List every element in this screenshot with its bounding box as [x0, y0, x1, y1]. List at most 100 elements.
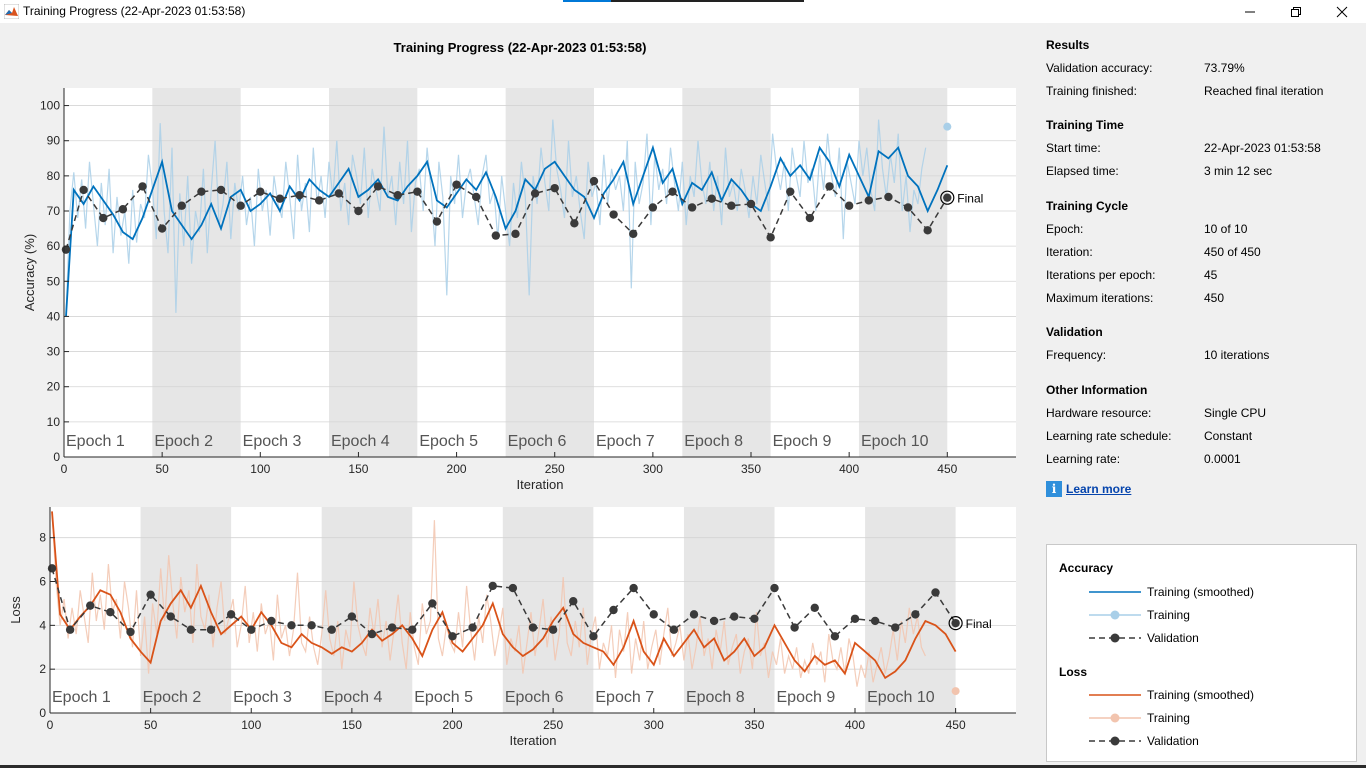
acc-validation-point [825, 182, 834, 191]
legend-acc-training-symbol [1089, 610, 1141, 620]
training-time-heading: Training Time [1046, 118, 1124, 132]
restore-button[interactable] [1273, 0, 1319, 23]
loss-training-final-point [951, 687, 960, 696]
acc-validation-point [589, 176, 599, 186]
acc-validation-point [864, 196, 873, 205]
acc-training-raw-line [65, 119, 927, 317]
acc-y-tick-label: 90 [47, 134, 61, 148]
loss-validation-point [448, 632, 457, 641]
loss-epoch-band [140, 507, 232, 713]
loss-epoch-label: Epoch 3 [233, 689, 292, 706]
training-finished-label: Training finished: [1046, 84, 1137, 98]
loss-epoch-label: Epoch 10 [867, 689, 935, 706]
loss-validation-point [126, 627, 135, 637]
acc-validation-point [903, 203, 913, 212]
acc-y-tick-label: 50 [47, 274, 61, 288]
minimize-button[interactable] [1227, 0, 1273, 23]
loss-validation-point [629, 583, 638, 593]
acc-validation-point [138, 182, 147, 191]
acc-training-smoothed-line [65, 144, 949, 317]
close-icon [1336, 6, 1348, 17]
acc-validation-point [452, 180, 461, 189]
acc-y-tick-label: 100 [40, 99, 60, 113]
acc-validation-point [609, 210, 618, 219]
loss-x-tick-label: 400 [845, 718, 865, 732]
acc-epoch-label: Epoch 6 [508, 433, 567, 450]
acc-epoch-label: Epoch 8 [684, 433, 743, 450]
acc-validation-point [354, 206, 363, 216]
loss-y-tick-label: 4 [39, 618, 46, 632]
training-charts: Epoch 1 Epoch 2 Epoch 3 Epoch 4 Epoch 5 Epoch… [8, 88, 1016, 748]
info-icon: i [1046, 481, 1062, 497]
acc-validation-point [118, 205, 128, 214]
loss-x-axis-label: Iteration [510, 733, 557, 748]
acc-epoch-band [858, 88, 948, 457]
training-cycle-heading: Training Cycle [1046, 199, 1129, 213]
acc-epoch-label: Epoch 10 [861, 433, 929, 450]
learn-more-link[interactable]: Learn more [1066, 482, 1132, 496]
acc-epoch-label: Epoch 7 [596, 433, 655, 450]
window-title: Training Progress (22-Apr-2023 01:53:58) [23, 4, 246, 18]
maximum-iterations-value: 450 [1204, 291, 1225, 305]
accuracy-chart[interactable]: Epoch 1 Epoch 2 Epoch 3 Epoch 4 Epoch 5 Epoch… [22, 88, 1016, 492]
loss-x-tick-label: 350 [744, 718, 764, 732]
loss-validation-point [86, 601, 95, 610]
acc-x-tick-label: 200 [447, 462, 467, 476]
legend-loss-training-label: Training [1147, 711, 1190, 725]
acc-epoch-band [505, 88, 594, 457]
acc-validation-point [668, 187, 677, 196]
acc-validation-point [413, 187, 422, 196]
loss-y-tick-label: 2 [39, 662, 46, 676]
legend-accuracy-heading: Accuracy [1059, 561, 1114, 575]
loss-validation-point [569, 597, 578, 606]
acc-epoch-band [682, 88, 771, 457]
acc-y-tick-label: 60 [47, 239, 61, 253]
acc-y-tick-label: 80 [47, 169, 61, 183]
loss-validation-point [870, 616, 880, 626]
acc-x-tick-label: 450 [937, 462, 957, 476]
acc-validation-point [216, 185, 226, 195]
acc-validation-point [943, 193, 952, 202]
loss-validation-point [790, 623, 799, 632]
acc-x-tick-label: 250 [545, 462, 565, 476]
loss-epoch-label: Epoch 2 [143, 689, 202, 706]
loss-validation-point [810, 603, 819, 613]
acc-validation-point [79, 185, 88, 195]
loss-y-tick-label: 6 [39, 575, 46, 589]
acc-validation-point [687, 203, 697, 212]
acc-epoch-label: Epoch 4 [331, 433, 390, 450]
iterations-per-epoch-label: Iterations per epoch: [1046, 268, 1156, 282]
acc-validation-point [256, 187, 265, 196]
loss-epoch-band [321, 507, 413, 713]
loss-validation-point [951, 618, 960, 628]
acc-x-tick-label: 400 [839, 462, 859, 476]
close-button[interactable] [1319, 0, 1365, 23]
acc-x-tick-label: 0 [61, 462, 68, 476]
loss-x-tick-label: 300 [644, 718, 664, 732]
loss-epoch-label: Epoch 9 [777, 689, 836, 706]
loss-validation-point [206, 625, 216, 634]
frequency-value: 10 iterations [1204, 348, 1270, 362]
legend-acc-validation-symbol [1089, 633, 1141, 643]
acc-x-tick-label: 150 [348, 462, 368, 476]
loss-validation-point [750, 614, 759, 623]
taskbar-indicator-dark [611, 0, 804, 2]
validation-accuracy-value: 73.79% [1204, 61, 1245, 75]
loss-validation-point [65, 625, 75, 634]
legend-loss-heading: Loss [1059, 665, 1088, 679]
loss-validation-point [106, 607, 115, 617]
loss-validation-point [669, 625, 679, 634]
legend-acc-smoothed-symbol [1089, 591, 1141, 593]
loss-chart[interactable]: Epoch 1 Epoch 2 Epoch 3 Epoch 4 Epoch 5 Epoch… [8, 507, 1016, 748]
loss-validation-point [226, 610, 236, 619]
acc-epoch-label: Epoch 9 [773, 433, 832, 450]
loss-epoch-label: Epoch 5 [414, 689, 473, 706]
other-information-heading: Other Information [1046, 383, 1148, 397]
loss-validation-point [387, 623, 397, 632]
taskbar-indicator [563, 0, 611, 2]
legend-loss-validation-symbol [1089, 736, 1141, 746]
loss-validation-point [367, 629, 377, 639]
loss-epoch-label: Epoch 4 [324, 689, 383, 706]
loss-validation-point [166, 612, 175, 621]
loss-validation-point [709, 616, 719, 626]
